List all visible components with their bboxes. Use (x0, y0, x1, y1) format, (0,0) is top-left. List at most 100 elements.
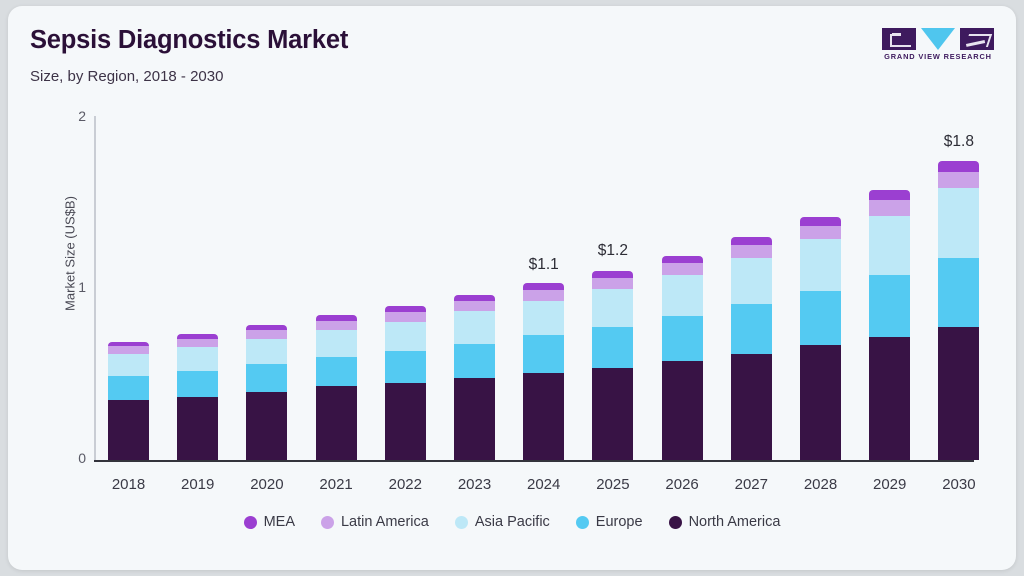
bar-segment[interactable] (869, 190, 911, 201)
bar-segment[interactable] (730, 245, 772, 259)
bar-segment[interactable] (177, 396, 219, 460)
legend-label: North America (688, 514, 781, 530)
bar-segment[interactable] (315, 315, 357, 321)
bar-segment[interactable] (800, 239, 841, 291)
legend-item[interactable]: North America (668, 514, 781, 530)
legend-label: Latin America (340, 514, 429, 530)
bar-segment[interactable] (315, 330, 357, 358)
bar-segment[interactable] (661, 275, 703, 317)
bar-segment[interactable] (315, 357, 357, 387)
bar-segment[interactable] (454, 311, 495, 344)
bar-segment[interactable] (592, 270, 634, 278)
legend-item[interactable]: Asia Pacific (454, 514, 550, 530)
bar-segment[interactable] (800, 225, 841, 240)
x-tick-label: 2019 (181, 476, 215, 493)
legend-item[interactable]: Latin America (320, 514, 429, 530)
bar-segment[interactable] (108, 354, 149, 377)
y-axis-line (94, 116, 96, 461)
bar-stack[interactable] (246, 324, 288, 460)
bar-segment[interactable] (454, 377, 495, 460)
bar-segment[interactable] (384, 305, 426, 313)
bar-stack[interactable] (384, 305, 426, 460)
bar-segment[interactable] (730, 258, 772, 305)
bar-segment[interactable] (869, 336, 911, 460)
bar-segment[interactable] (523, 301, 565, 336)
bar-segment[interactable] (523, 283, 565, 291)
legend-label: Asia Pacific (474, 514, 550, 530)
bar-segment[interactable] (177, 339, 219, 348)
bar-segment[interactable] (661, 316, 703, 361)
bar-segment[interactable] (523, 372, 565, 460)
bar-segment[interactable] (592, 289, 634, 327)
bar-segment[interactable] (108, 346, 149, 354)
bar-segment[interactable] (869, 215, 911, 276)
bar-segment[interactable] (938, 258, 980, 327)
bar-segment[interactable] (315, 386, 357, 460)
bar-segment[interactable] (800, 216, 841, 226)
bar-segment[interactable] (523, 290, 565, 301)
bar-segment[interactable] (661, 360, 703, 460)
bar-segment[interactable] (661, 255, 703, 264)
bar-stack[interactable] (800, 216, 841, 460)
bar-segment[interactable] (938, 188, 980, 259)
bar-segment[interactable] (108, 341, 149, 347)
legend-label: MEA (263, 514, 295, 530)
bar-segment[interactable] (592, 277, 634, 290)
bar-segment[interactable] (869, 275, 911, 337)
bar-segment[interactable] (384, 312, 426, 322)
bar-stack[interactable] (454, 294, 495, 460)
bar-stack[interactable] (661, 255, 703, 460)
legend-swatch-icon (575, 515, 589, 529)
bar-segment[interactable] (384, 350, 426, 384)
x-tick-label: 2025 (596, 476, 630, 493)
y-tick-label: 1 (78, 279, 86, 295)
bar-segment[interactable] (869, 200, 911, 216)
logo-r-box-icon (960, 28, 994, 50)
legend-item[interactable]: Europe (575, 514, 643, 530)
legend-item[interactable]: MEA (243, 514, 295, 530)
bar-segment[interactable] (177, 371, 219, 397)
bar-segment[interactable] (246, 330, 288, 339)
bar-segment[interactable] (730, 236, 772, 246)
bar-segment[interactable] (454, 294, 495, 302)
bar-segment[interactable] (454, 343, 495, 378)
bar-segment[interactable] (730, 353, 772, 460)
bar-segment[interactable] (592, 326, 634, 368)
bar-segment[interactable] (800, 345, 841, 460)
bar-segment[interactable] (108, 376, 149, 401)
bar-segment[interactable] (246, 391, 288, 460)
bar-segment[interactable] (523, 335, 565, 373)
chart-legend: MEA Latin America Asia Pacific Europe North … (8, 514, 1016, 530)
bar-segment[interactable] (800, 290, 841, 346)
bar-segment[interactable] (177, 347, 219, 372)
bar-segment[interactable] (938, 171, 980, 189)
bar-segment[interactable] (938, 160, 980, 172)
bar-segment[interactable] (384, 321, 426, 351)
x-tick-label: 2018 (111, 476, 146, 493)
bar-segment[interactable] (938, 326, 980, 460)
bar-segment[interactable] (315, 321, 357, 331)
bar-stack[interactable] (869, 190, 911, 460)
bar-segment[interactable] (177, 334, 219, 340)
bar-stack[interactable] (730, 236, 772, 460)
bar-segment[interactable] (730, 304, 772, 354)
bar-segment[interactable] (246, 338, 288, 365)
x-tick-label: 2022 (388, 476, 422, 493)
bar-segment[interactable] (454, 301, 495, 312)
bar-segment[interactable] (384, 383, 426, 460)
x-tick-label: 2029 (873, 476, 907, 493)
x-tick-label: 2021 (319, 476, 353, 493)
bar-segment[interactable] (108, 400, 149, 460)
bar-segment[interactable] (661, 263, 703, 276)
bar-stack[interactable] (108, 341, 149, 460)
bar-stack[interactable] (177, 334, 219, 460)
bar-stack[interactable] (938, 160, 980, 460)
bar-value-label: $1.8 (943, 132, 974, 150)
bar-stack[interactable] (523, 283, 565, 460)
bar-segment[interactable] (246, 364, 288, 392)
bar-segment[interactable] (592, 367, 634, 460)
bar-stack[interactable] (592, 270, 634, 460)
bar-segment[interactable] (246, 324, 288, 331)
legend-swatch-icon (454, 515, 468, 529)
bar-stack[interactable] (315, 315, 357, 460)
